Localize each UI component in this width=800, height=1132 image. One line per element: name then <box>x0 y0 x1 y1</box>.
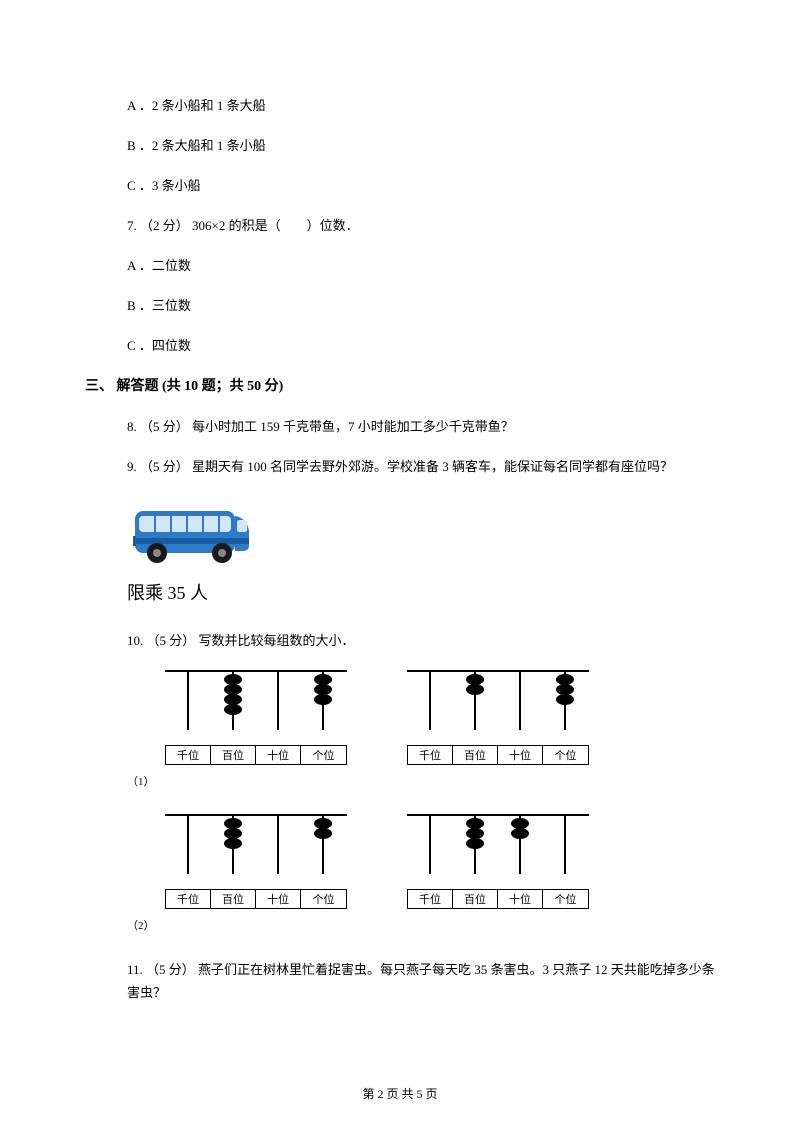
q6-option-a: A ．2 条小船和 1 条大船 <box>127 95 715 114</box>
q6-option-c: C ．3 条小船 <box>127 175 715 194</box>
q7-text: 7. （2 分） 306×2 的积是（ ）位数． <box>127 215 715 234</box>
section-3-header: 三、 解答题 (共 10 题；共 50 分) <box>85 375 715 395</box>
q10-text: 10. （5 分） 写数并比较每组数的大小． <box>127 630 715 649</box>
sub-label-2: （2） <box>127 917 715 933</box>
q7-option-b: B ．三位数 <box>127 295 715 314</box>
abacus-row-2: 千位百位十位个位千位百位十位个位 <box>165 814 715 909</box>
abacus-row-1: 千位百位十位个位千位百位十位个位 <box>165 670 715 765</box>
sub-label-1: （1） <box>127 773 715 789</box>
page-footer: 第 2 页 共 5 页 <box>0 1085 800 1102</box>
q11-text: 11. （5 分） 燕子们正在树林里忙着捉害虫。每只燕子每天吃 35 条害虫。3… <box>127 958 715 1005</box>
q8-text: 8. （5 分） 每小时加工 159 千克带鱼，7 小时能加工多少千克带鱼？ <box>127 416 715 435</box>
bus-image <box>127 496 715 571</box>
q6-option-b: B ．2 条大船和 1 条小船 <box>127 135 715 154</box>
q7-option-a: A ．二位数 <box>127 255 715 274</box>
bus-capacity-label: 限乘 35 人 <box>127 579 715 605</box>
q7-option-c: C ．四位数 <box>127 335 715 354</box>
q9-text: 9. （5 分） 星期天有 100 名同学去野外郊游。学校准备 3 辆客车，能保… <box>127 456 715 475</box>
